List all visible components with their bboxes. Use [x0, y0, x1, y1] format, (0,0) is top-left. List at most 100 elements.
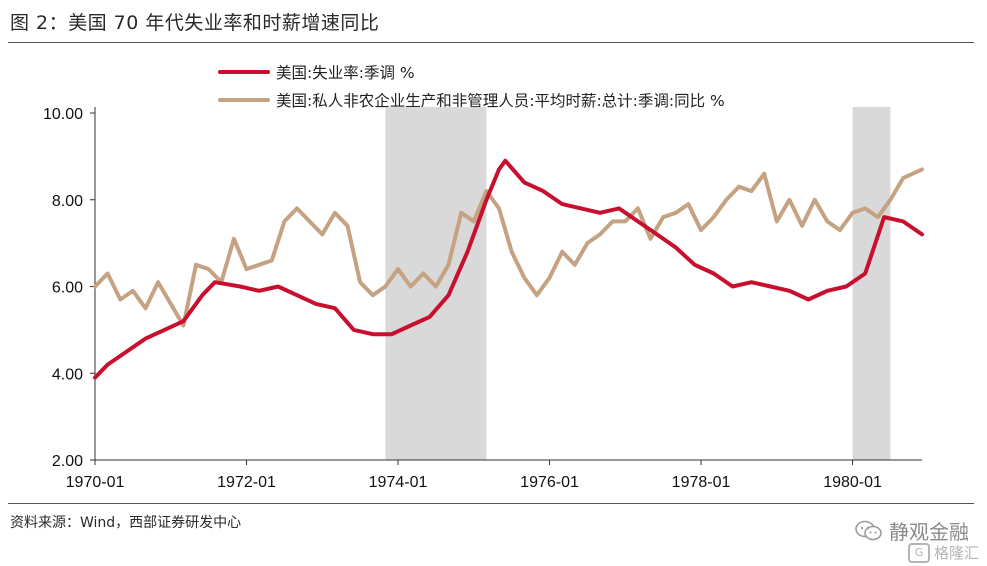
data-point-wage [536, 294, 538, 297]
data-point-wage [637, 207, 639, 210]
data-point-unemployment [580, 207, 582, 210]
data-point-wage [649, 238, 652, 240]
data-point-wage [826, 220, 829, 223]
data-point-unemployment [731, 285, 734, 288]
data-point-unemployment [618, 207, 620, 210]
x-tick-label: 1976-01 [520, 474, 579, 491]
title-divider [8, 42, 974, 43]
data-point-unemployment [750, 281, 753, 284]
data-point-wage [170, 303, 172, 305]
data-point-wage [182, 324, 185, 327]
data-point-wage [700, 229, 702, 231]
watermark-secondary: G 格隆汇 [907, 542, 979, 563]
data-point-unemployment [214, 281, 216, 284]
data-point-wage [372, 294, 374, 297]
legend-item-wage: 美国:私人非农企业生产和非管理人员:平均时薪:总计:季调:同比 % [218, 86, 725, 114]
data-point-wage [662, 216, 664, 218]
data-point-unemployment [693, 264, 696, 266]
data-point-wage [675, 212, 677, 214]
data-point-unemployment [845, 285, 847, 288]
data-point-wage [788, 199, 791, 201]
data-point-wage [334, 212, 336, 214]
watermark-text: 静观金融 [889, 520, 969, 544]
data-point-wage [245, 268, 248, 270]
data-point-unemployment [902, 220, 904, 223]
y-tick-label: 10.00 [43, 106, 83, 123]
recession-band-1 [852, 107, 891, 460]
data-point-wage [510, 251, 513, 253]
legend-swatch-unemployment [218, 70, 270, 74]
data-point-wage [157, 281, 159, 284]
data-point-unemployment [769, 285, 772, 288]
data-point-wage [271, 259, 273, 262]
data-point-wage [801, 225, 803, 227]
data-point-wage [233, 238, 235, 240]
data-point-wage [839, 229, 841, 231]
gelonghui-logo-icon: G [907, 542, 930, 563]
chart-legend: 美国:失业率:季调 % 美国:私人非农企业生产和非管理人员:平均时薪:总计:季调… [218, 58, 725, 114]
data-point-unemployment [372, 333, 374, 336]
data-point-wage [750, 190, 753, 192]
data-point-unemployment [353, 329, 355, 331]
data-point-wage [106, 272, 109, 275]
data-point-unemployment [542, 190, 544, 192]
data-point-unemployment [864, 272, 866, 275]
data-point-unemployment [447, 294, 450, 297]
data-point-wage [763, 172, 765, 175]
data-point-unemployment [485, 199, 488, 201]
watermark: 静观金融 [855, 516, 969, 545]
y-tick-label: 2.00 [52, 453, 83, 470]
data-point-wage [384, 285, 387, 288]
data-point-wage [422, 272, 425, 275]
data-point-wage [523, 277, 526, 279]
data-point-unemployment [296, 294, 298, 297]
data-point-wage [435, 285, 437, 288]
legend-label-unemployment: 美国:失业率:季调 % [276, 64, 415, 82]
x-tick-label: 1978-01 [672, 474, 731, 491]
data-point-wage [498, 207, 500, 210]
data-point-unemployment [826, 290, 829, 292]
data-point-unemployment [315, 303, 317, 305]
watermark-secondary-text: 格隆汇 [933, 544, 979, 562]
data-point-wage [738, 185, 740, 188]
data-point-unemployment [163, 329, 166, 331]
data-point-wage [877, 216, 879, 218]
data-point-wage [889, 199, 892, 201]
data-point-unemployment [334, 307, 336, 310]
data-point-unemployment [144, 337, 147, 340]
data-point-unemployment [277, 285, 279, 288]
data-point-wage [725, 199, 728, 201]
data-point-unemployment [788, 290, 791, 292]
legend-label-wage: 美国:私人非农企业生产和非管理人员:平均时薪:总计:季调:同比 % [276, 92, 725, 110]
data-point-wage [776, 220, 778, 223]
x-tick-label: 1972-01 [217, 474, 276, 491]
data-point-wage [921, 168, 923, 171]
data-point-unemployment [390, 333, 393, 336]
data-point-unemployment [561, 203, 563, 205]
data-point-wage [687, 203, 690, 205]
data-point-wage [548, 277, 551, 279]
data-point-unemployment [712, 272, 715, 275]
data-point-unemployment [409, 324, 412, 327]
y-tick-label: 4.00 [52, 366, 83, 383]
data-point-wage [447, 264, 450, 266]
y-tick-label: 8.00 [52, 193, 83, 210]
data-point-wage [561, 251, 563, 253]
data-point-unemployment [239, 285, 241, 288]
data-point-unemployment [523, 181, 526, 184]
x-tick-label: 1974-01 [369, 474, 428, 491]
data-point-wage [195, 264, 197, 266]
source-divider [8, 503, 974, 504]
data-point-unemployment [883, 216, 885, 218]
data-point-wage [473, 220, 475, 223]
wechat-icon [855, 520, 883, 542]
data-point-wage [864, 207, 866, 210]
data-point-wage [624, 220, 627, 223]
data-point-wage [321, 233, 324, 236]
data-point-wage [359, 281, 361, 284]
data-point-wage [485, 190, 488, 192]
data-point-unemployment [637, 220, 639, 223]
data-point-wage [813, 199, 816, 201]
data-point-wage [346, 225, 349, 227]
